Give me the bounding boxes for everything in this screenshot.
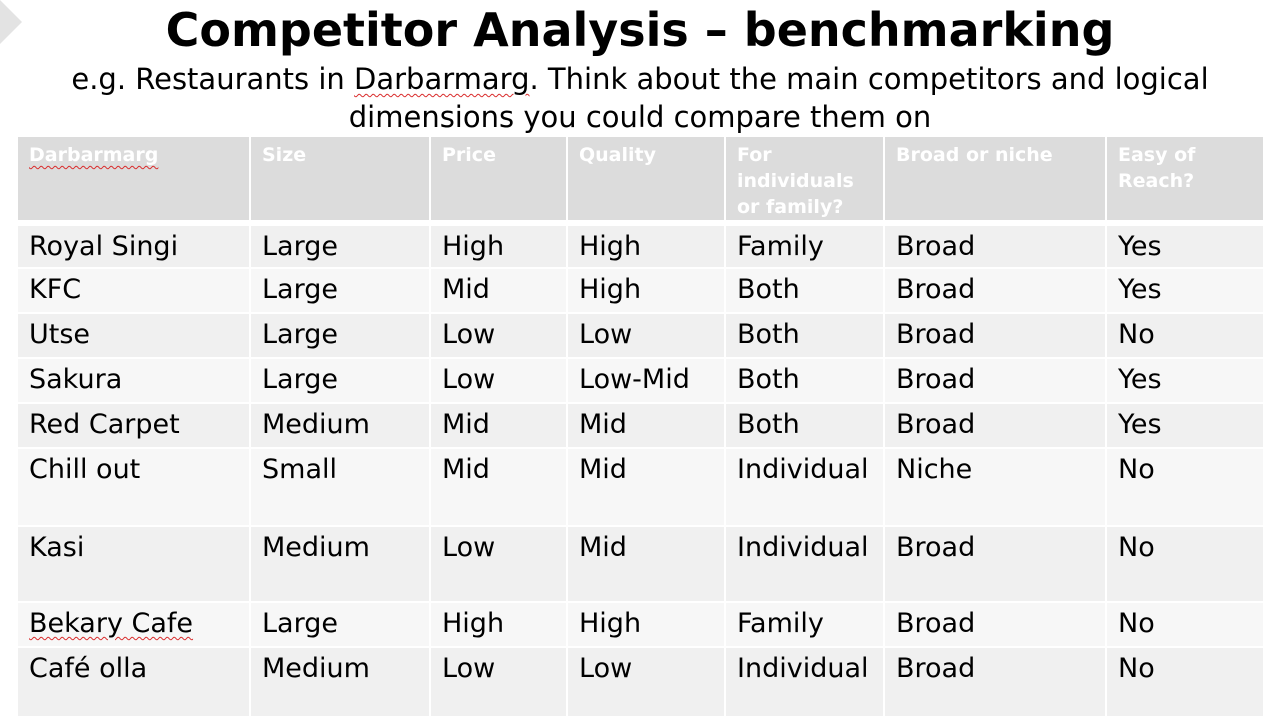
cell-restaurant: Bekary Cafe bbox=[18, 602, 251, 648]
cell-broad-or-niche: Broad bbox=[884, 647, 1107, 718]
cell-broad-or-niche: Niche bbox=[884, 448, 1107, 527]
cell-broad-or-niche: Broad bbox=[884, 403, 1107, 449]
table-row: Kasi Medium Low Mid Individual Broad No bbox=[18, 526, 1265, 603]
benchmark-table: Darbarmarg Size Price Quality For indivi… bbox=[18, 137, 1265, 718]
cell-quality: Low bbox=[567, 647, 726, 718]
cell-quality: Mid bbox=[567, 448, 726, 527]
cell-ease-of-reach: Yes bbox=[1106, 223, 1265, 269]
cell-restaurant: Utse bbox=[18, 313, 251, 359]
table-row: Sakura Large Low Low-Mid Both Broad Yes bbox=[18, 358, 1265, 404]
cell-restaurant: Café olla bbox=[18, 647, 251, 718]
slide-subtitle: e.g. Restaurants in Darbarmarg. Think ab… bbox=[30, 60, 1250, 136]
subtitle-text-end: . Think about the main competitors and l… bbox=[348, 62, 1209, 134]
cell-audience: Family bbox=[725, 223, 885, 269]
header-cell-size: Size bbox=[250, 137, 431, 226]
cell-ease-of-reach: No bbox=[1106, 526, 1265, 603]
cell-restaurant: Red Carpet bbox=[18, 403, 251, 449]
table-header-row: Darbarmarg Size Price Quality For indivi… bbox=[18, 137, 1265, 226]
cell-ease-of-reach: Yes bbox=[1106, 403, 1265, 449]
header-cell-broad-or-niche: Broad or niche bbox=[884, 137, 1107, 226]
cell-restaurant: Sakura bbox=[18, 358, 251, 404]
cell-ease-of-reach: No bbox=[1106, 313, 1265, 359]
corner-arrow-shape bbox=[0, 0, 22, 44]
header-cell-ease-of-reach: Easy of Reach? bbox=[1106, 137, 1265, 226]
table-row: KFC Large Mid High Both Broad Yes bbox=[18, 268, 1265, 314]
table-row: Chill out Small Mid Mid Individual Niche… bbox=[18, 448, 1265, 527]
cell-price: Mid bbox=[430, 268, 568, 314]
cell-ease-of-reach: No bbox=[1106, 647, 1265, 718]
cell-audience: Individual bbox=[725, 647, 885, 718]
cell-quality: Low bbox=[567, 313, 726, 359]
cell-price: Low bbox=[430, 358, 568, 404]
cell-size: Medium bbox=[250, 526, 431, 603]
table-row: Royal Singi Large High High Family Broad… bbox=[18, 223, 1265, 269]
cell-size: Large bbox=[250, 313, 431, 359]
cell-size: Large bbox=[250, 223, 431, 269]
table-row: Bekary Cafe Large High High Family Broad… bbox=[18, 602, 1265, 648]
cell-ease-of-reach: Yes bbox=[1106, 358, 1265, 404]
cell-broad-or-niche: Broad bbox=[884, 526, 1107, 603]
subtitle-flagged-word: Darbarmarg bbox=[354, 62, 530, 96]
cell-restaurant-flagged-text: Bekary Cafe bbox=[29, 608, 194, 639]
table-row: Café olla Medium Low Low Individual Broa… bbox=[18, 647, 1265, 718]
cell-ease-of-reach: No bbox=[1106, 448, 1265, 527]
cell-price: High bbox=[430, 223, 568, 269]
cell-restaurant: Kasi bbox=[18, 526, 251, 603]
cell-broad-or-niche: Broad bbox=[884, 602, 1107, 648]
header-cell-restaurant: Darbarmarg bbox=[18, 137, 251, 226]
cell-size: Medium bbox=[250, 403, 431, 449]
cell-size: Large bbox=[250, 268, 431, 314]
cell-broad-or-niche: Broad bbox=[884, 268, 1107, 314]
cell-audience: Individual bbox=[725, 526, 885, 603]
header-cell-quality: Quality bbox=[567, 137, 726, 226]
cell-restaurant: KFC bbox=[18, 268, 251, 314]
cell-ease-of-reach: No bbox=[1106, 602, 1265, 648]
cell-quality: High bbox=[567, 223, 726, 269]
cell-quality: Mid bbox=[567, 526, 726, 603]
cell-size: Medium bbox=[250, 647, 431, 718]
cell-price: Mid bbox=[430, 403, 568, 449]
cell-audience: Both bbox=[725, 268, 885, 314]
cell-broad-or-niche: Broad bbox=[884, 358, 1107, 404]
cell-size: Large bbox=[250, 358, 431, 404]
header-cell-audience: For individuals or family? bbox=[725, 137, 885, 226]
cell-audience: Family bbox=[725, 602, 885, 648]
table-row: Utse Large Low Low Both Broad No bbox=[18, 313, 1265, 359]
cell-size: Large bbox=[250, 602, 431, 648]
cell-price: Low bbox=[430, 526, 568, 603]
subtitle-text-start: e.g. Restaurants in bbox=[71, 62, 355, 96]
cell-price: Low bbox=[430, 647, 568, 718]
cell-quality: High bbox=[567, 268, 726, 314]
header-restaurant-label: Darbarmarg bbox=[29, 144, 159, 166]
cell-audience: Both bbox=[725, 403, 885, 449]
cell-price: Mid bbox=[430, 448, 568, 527]
cell-audience: Individual bbox=[725, 448, 885, 527]
cell-quality: Low-Mid bbox=[567, 358, 726, 404]
slide-title: Competitor Analysis – benchmarking bbox=[165, 3, 1115, 57]
cell-broad-or-niche: Broad bbox=[884, 223, 1107, 269]
cell-price: Low bbox=[430, 313, 568, 359]
cell-quality: Mid bbox=[567, 403, 726, 449]
cell-quality: High bbox=[567, 602, 726, 648]
cell-restaurant: Chill out bbox=[18, 448, 251, 527]
cell-restaurant: Royal Singi bbox=[18, 223, 251, 269]
cell-price: High bbox=[430, 602, 568, 648]
cell-audience: Both bbox=[725, 313, 885, 359]
header-cell-price: Price bbox=[430, 137, 568, 226]
cell-size: Small bbox=[250, 448, 431, 527]
cell-ease-of-reach: Yes bbox=[1106, 268, 1265, 314]
cell-audience: Both bbox=[725, 358, 885, 404]
table-row: Red Carpet Medium Mid Mid Both Broad Yes bbox=[18, 403, 1265, 449]
cell-broad-or-niche: Broad bbox=[884, 313, 1107, 359]
